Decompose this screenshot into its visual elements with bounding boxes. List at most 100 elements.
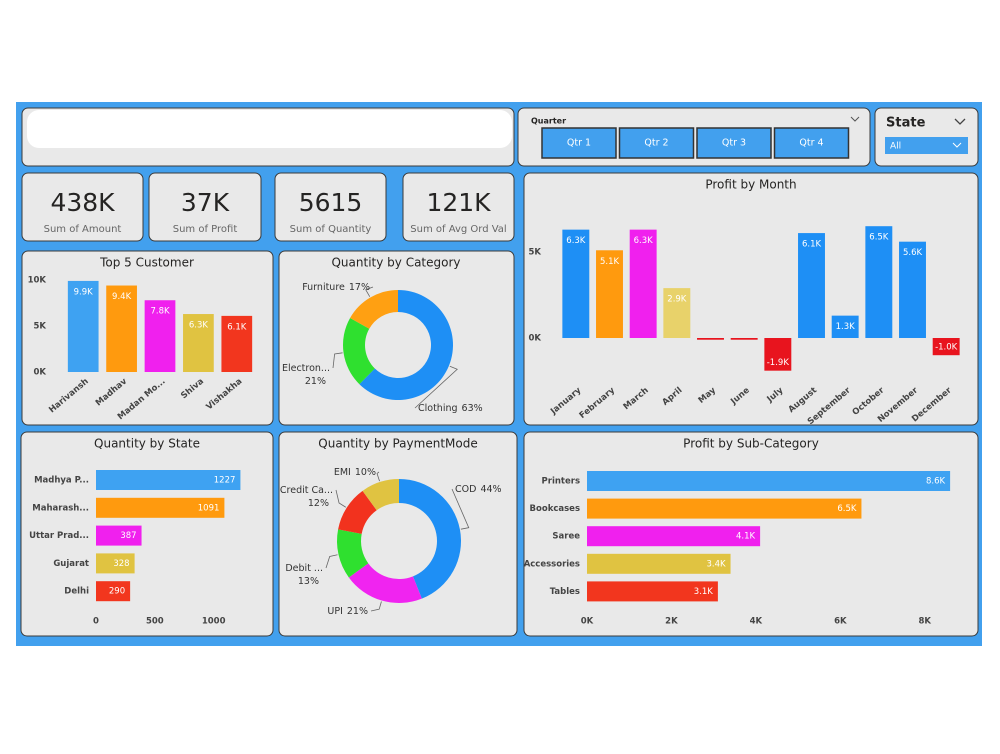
kpi-card bbox=[148, 172, 262, 242]
percent-label: 17% bbox=[349, 282, 370, 293]
y-tick-label: Printers bbox=[542, 477, 580, 487]
category-name: UPI bbox=[327, 606, 342, 617]
x-tick-label: 6K bbox=[834, 617, 847, 627]
bar bbox=[831, 315, 859, 338]
leader-line bbox=[332, 352, 343, 369]
chart-title: Profit by Month bbox=[705, 178, 796, 192]
kpi-card bbox=[21, 172, 144, 242]
data-label: 290 bbox=[109, 587, 125, 597]
dropdown-value[interactable]: All bbox=[890, 142, 901, 152]
category-name: Electron... bbox=[282, 363, 330, 374]
donut-slice bbox=[337, 529, 369, 578]
category-name: COD bbox=[455, 484, 476, 495]
donut-slice bbox=[343, 317, 375, 385]
slicer-button[interactable] bbox=[618, 127, 695, 159]
data-label: 1227 bbox=[214, 476, 236, 486]
bar bbox=[798, 233, 825, 338]
bar bbox=[96, 470, 241, 490]
y-tick-label: 10K bbox=[28, 276, 47, 286]
bar bbox=[106, 285, 137, 372]
chevron bbox=[954, 118, 966, 125]
kpi-value: 438K bbox=[50, 188, 115, 217]
y-tick-label: Saree bbox=[552, 532, 580, 542]
slicer-option[interactable]: Qtr 1 bbox=[567, 138, 591, 149]
data-label: 6.3K bbox=[566, 236, 586, 246]
chevron bbox=[952, 142, 962, 148]
donut-slice bbox=[350, 290, 398, 329]
data-label: 387 bbox=[120, 531, 136, 541]
leader-line bbox=[376, 471, 380, 482]
category-name: Credit Ca... bbox=[280, 485, 333, 496]
slicer-button[interactable] bbox=[696, 127, 772, 159]
y-tick-label: Bookcases bbox=[530, 504, 580, 514]
bar bbox=[183, 314, 214, 372]
y-tick-label: Uttar Prad... bbox=[29, 531, 89, 541]
slicer-option[interactable]: Qtr 4 bbox=[799, 138, 823, 149]
percent-label: 63% bbox=[462, 403, 483, 414]
y-tick-label: Tables bbox=[550, 587, 580, 597]
data-label: EMI 10% bbox=[334, 467, 376, 478]
slicer-button[interactable] bbox=[541, 127, 617, 159]
y-tick-label: Gujarat bbox=[53, 559, 89, 569]
chart-panel bbox=[278, 431, 518, 637]
x-tick-label: 0 bbox=[93, 617, 99, 627]
leader-line bbox=[335, 489, 347, 508]
kpi-label: Sum of Amount bbox=[44, 224, 122, 235]
x-tick-label: 0K bbox=[581, 617, 594, 627]
kpi-card bbox=[274, 172, 387, 242]
bar bbox=[697, 338, 724, 340]
y-tick-label: 0K bbox=[33, 368, 46, 378]
kpi-value: 121K bbox=[426, 188, 491, 217]
kpi-value: 37K bbox=[181, 188, 230, 217]
bar bbox=[144, 300, 176, 372]
bar bbox=[865, 226, 893, 338]
donut-slice bbox=[359, 290, 453, 400]
bar bbox=[221, 315, 253, 372]
bar bbox=[587, 526, 761, 547]
percent-label: 12% bbox=[308, 498, 329, 509]
slicer-option[interactable]: Qtr 3 bbox=[722, 138, 746, 149]
bar bbox=[587, 498, 862, 519]
data-label: Debit ... 13% bbox=[285, 563, 323, 587]
chart-panel bbox=[278, 250, 515, 426]
data-label: -1.0K bbox=[935, 343, 958, 353]
slicer-label: Quarter bbox=[531, 117, 566, 126]
category-name: Debit ... bbox=[285, 563, 323, 574]
data-label: Electron... 21% bbox=[282, 363, 330, 387]
slicer-button[interactable] bbox=[773, 127, 850, 159]
dropdown[interactable] bbox=[885, 137, 968, 154]
x-tick-label: 500 bbox=[146, 617, 164, 627]
y-tick-label: Madhya P... bbox=[34, 476, 89, 486]
percent-label: 10% bbox=[355, 467, 376, 478]
data-label: Clothing 63% bbox=[418, 403, 483, 414]
bar bbox=[67, 280, 99, 372]
bar bbox=[932, 338, 960, 356]
chart-title: Quantity by Category bbox=[331, 256, 460, 270]
x-tick-label: 4K bbox=[750, 617, 763, 627]
category-name: Clothing bbox=[418, 403, 458, 414]
data-label: 6.5K bbox=[869, 233, 889, 243]
data-label: Credit Ca... 12% bbox=[280, 485, 333, 509]
data-label: 6.1K bbox=[802, 240, 822, 250]
chart-title: Top 5 Customer bbox=[99, 256, 194, 270]
title-area bbox=[27, 110, 512, 148]
kpi-label: Sum of Avg Ord Val bbox=[410, 224, 506, 235]
slicer-label: State bbox=[886, 116, 926, 131]
bar bbox=[587, 471, 951, 491]
data-label: 1091 bbox=[198, 503, 220, 513]
leader-line bbox=[370, 601, 382, 612]
leader-line bbox=[365, 286, 374, 297]
bar bbox=[730, 338, 758, 340]
donut-slice bbox=[362, 479, 399, 511]
leader-line bbox=[414, 365, 458, 409]
bar bbox=[96, 581, 131, 602]
data-label: 5.1K bbox=[600, 257, 620, 267]
x-tick-label: 8K bbox=[919, 617, 932, 627]
kpi-label: Sum of Profit bbox=[173, 224, 238, 235]
data-label: 3.4K bbox=[706, 559, 726, 569]
data-label: 328 bbox=[113, 559, 129, 569]
y-tick-label: Accessories bbox=[524, 559, 580, 569]
x-tick-label: 1000 bbox=[202, 617, 226, 627]
slicer-option[interactable]: Qtr 2 bbox=[644, 138, 668, 149]
kpi-label: Sum of Quantity bbox=[290, 224, 372, 235]
